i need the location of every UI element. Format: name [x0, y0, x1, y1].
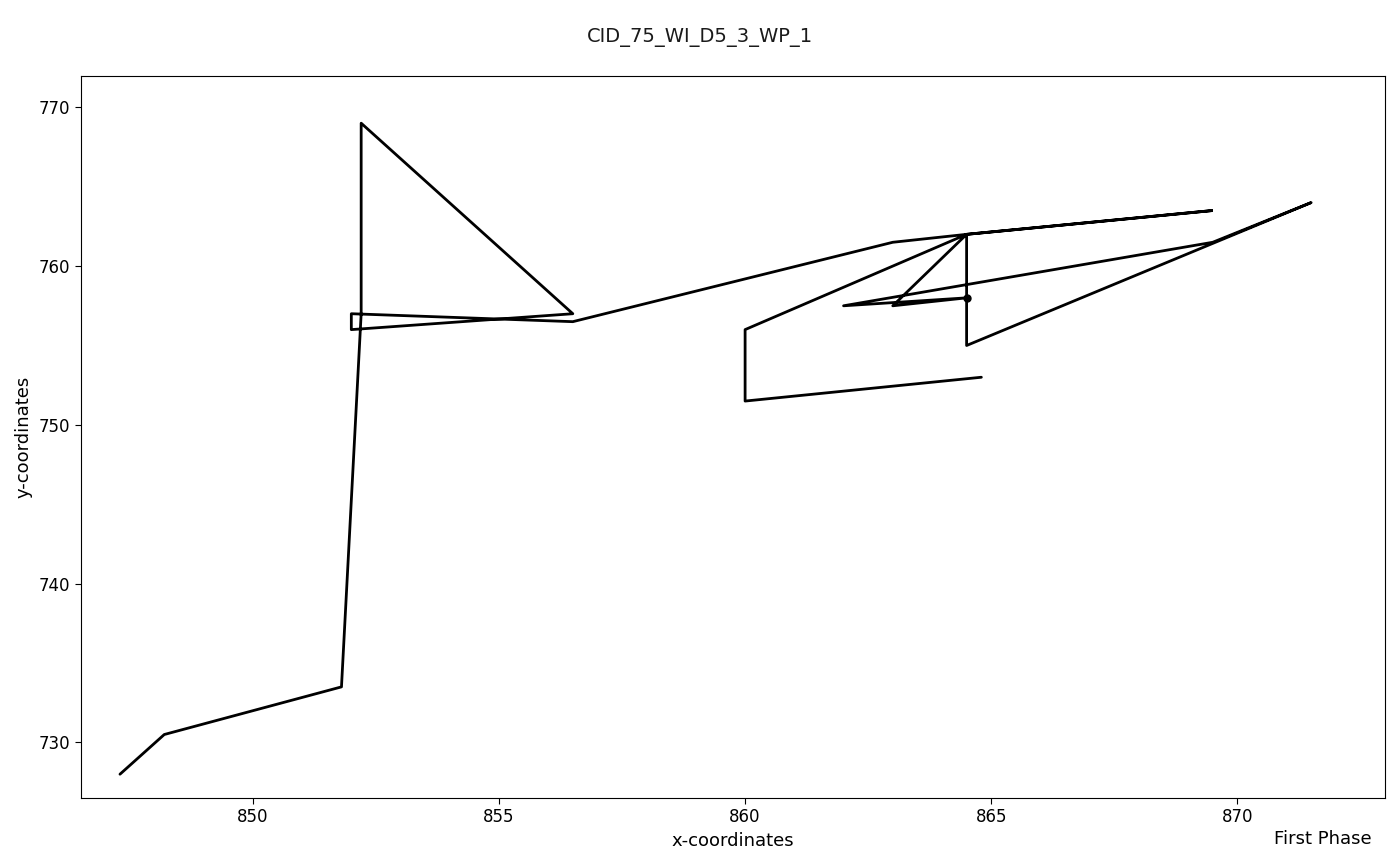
Y-axis label: y-coordinates: y-coordinates — [15, 375, 34, 498]
Text: First Phase: First Phase — [1274, 830, 1372, 848]
X-axis label: x-coordinates: x-coordinates — [672, 832, 794, 850]
Text: CID_75_WI_D5_3_WP_1: CID_75_WI_D5_3_WP_1 — [587, 29, 813, 48]
